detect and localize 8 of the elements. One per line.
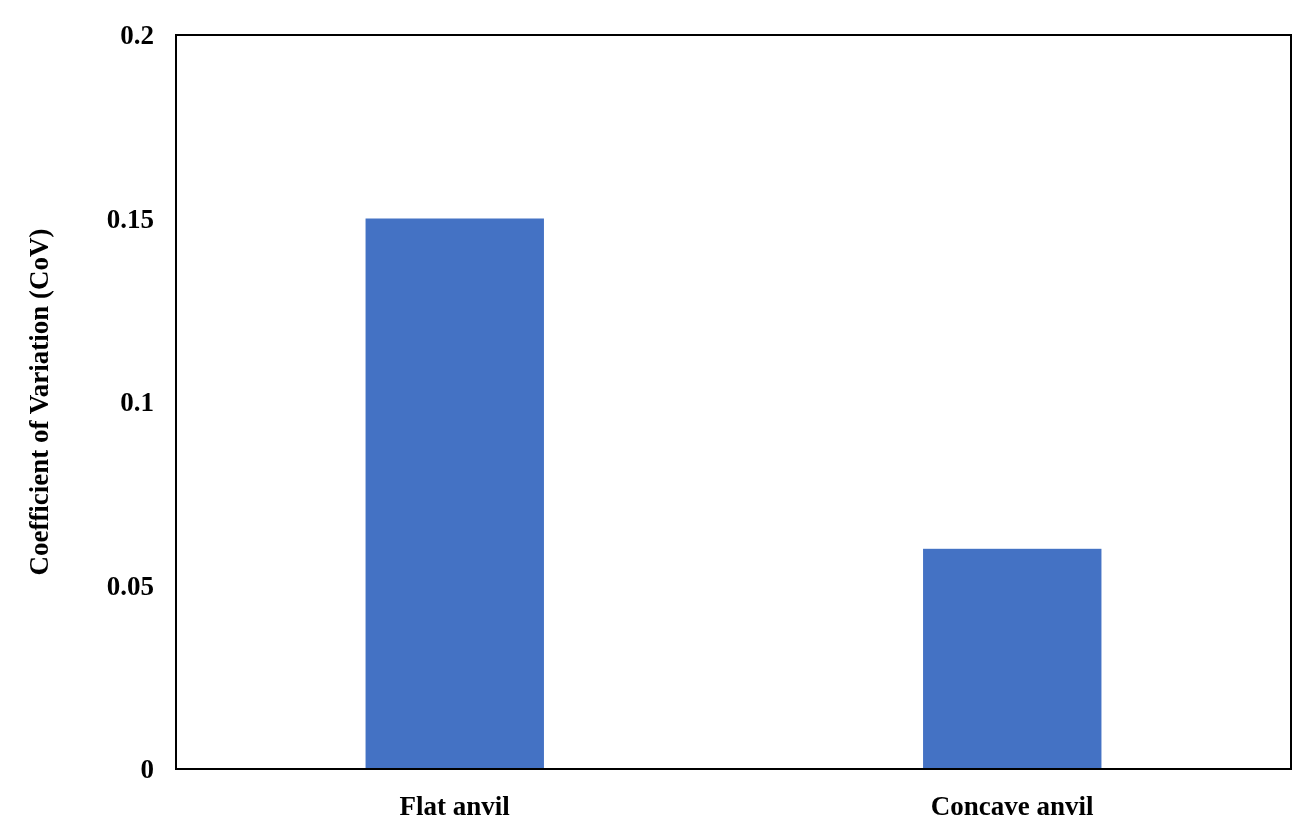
- x-tick-label: Concave anvil: [930, 791, 1095, 821]
- y-tick-label: 0.15: [106, 203, 154, 234]
- y-tick-label: 0.05: [106, 570, 154, 601]
- y-tick-label: 0.1: [120, 387, 154, 418]
- y-tick-label: 0: [140, 754, 154, 785]
- x-tick-label: Flat anvil: [399, 791, 511, 821]
- y-axis-title: Coefficient of Variation (CoV): [24, 228, 54, 576]
- y-tick-label: 0.2: [120, 20, 154, 51]
